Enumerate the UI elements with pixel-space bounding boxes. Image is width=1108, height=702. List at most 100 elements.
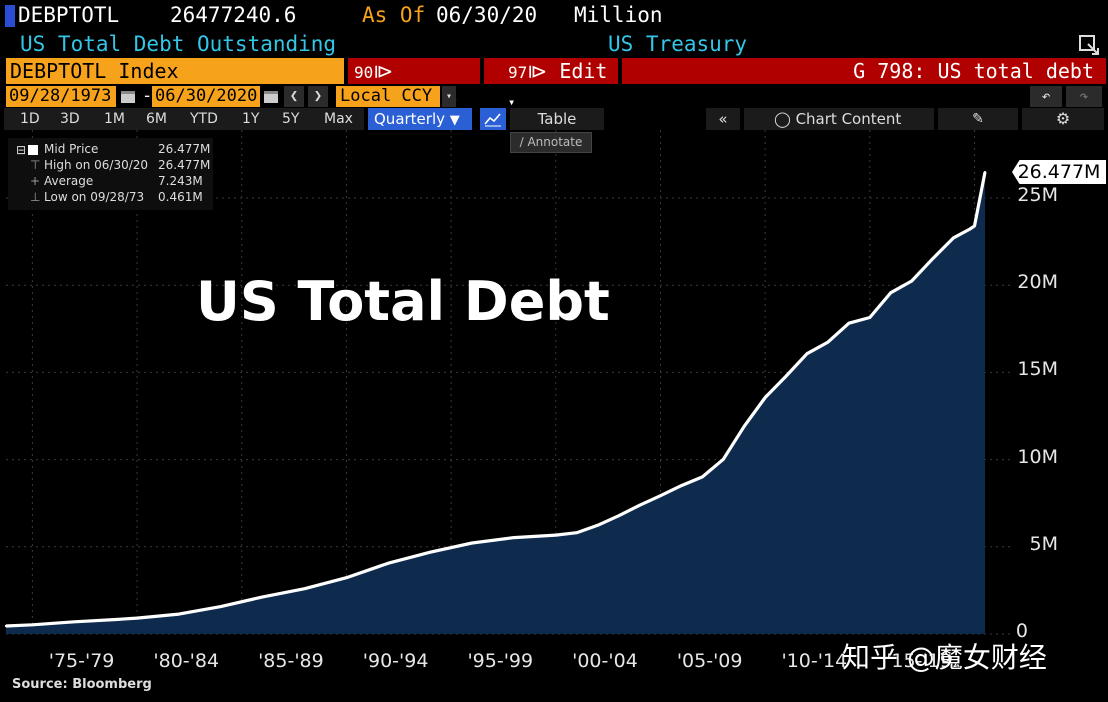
as-of-label: As Of: [362, 3, 426, 27]
ticker-symbol: DEBPTOTL: [18, 3, 120, 27]
graph-label: G 798: US total debt: [853, 59, 1094, 83]
end-date: 06/30/2020: [155, 86, 258, 106]
chart-content-icon: ◯: [774, 110, 791, 128]
y-tick-label: 15M: [1017, 358, 1058, 381]
data-point-5: [177, 612, 181, 616]
double-chevron-left-icon[interactable]: «: [706, 108, 740, 130]
period-1m[interactable]: 1M: [104, 111, 125, 127]
toolbar: DEBPTOTL Index 90⧐ Actions ▾ 97⧐ Edit ▾ …: [0, 58, 1108, 111]
legend-avg-label: Average: [44, 174, 94, 188]
data-point-4: [135, 616, 139, 620]
period-bar: 1D 3D 1M 6M YTD 1Y 5Y Max Quarterly ▼ Ta…: [0, 108, 1108, 130]
gear-icon[interactable]: ⚙: [1022, 108, 1104, 130]
edit-number: 97: [508, 63, 528, 82]
data-point-32: [931, 257, 934, 260]
frequency-select[interactable]: Quarterly ▼: [368, 108, 472, 130]
legend-low-label: Low on 09/28/73: [44, 190, 145, 204]
as-of-date: 06/30/20: [436, 3, 538, 27]
data-point-22: [722, 458, 725, 461]
legend-collapse-icon[interactable]: ⊟: [16, 143, 27, 157]
currency-select[interactable]: Local CCY: [336, 86, 440, 107]
graph-title-field[interactable]: G 798: US total debt: [622, 58, 1106, 84]
unit-label: Million: [574, 3, 663, 27]
ticker-marker: [5, 5, 15, 27]
period-1y[interactable]: 1Y: [242, 111, 260, 127]
calendar-icon[interactable]: [120, 88, 136, 104]
actions-button[interactable]: 90⧐ Actions ▾: [348, 58, 480, 111]
data-point-30: [889, 291, 892, 294]
series-source: US Treasury: [608, 32, 748, 56]
data-point-34: [968, 228, 971, 231]
source-footer: Source: Bloomberg: [12, 677, 152, 692]
period-max[interactable]: Max: [324, 111, 353, 127]
period-1d[interactable]: 1D: [20, 111, 40, 127]
x-tick-label: '75-'79: [48, 650, 115, 672]
data-point-9: [345, 576, 348, 579]
data-point-36: [983, 171, 987, 174]
period-3d[interactable]: 3D: [60, 111, 80, 127]
chevron-right-icon[interactable]: ❯: [308, 86, 328, 107]
data-point-23: [743, 425, 746, 428]
start-date: 09/28/1973: [9, 86, 112, 106]
y-tick-label: 0: [1015, 620, 1028, 642]
x-tick-label: '15-'19: [886, 650, 952, 672]
period-5y[interactable]: 5Y: [282, 111, 300, 127]
table-button[interactable]: Table: [510, 108, 604, 130]
line-chart-icon[interactable]: [480, 108, 506, 130]
x-tick-label: '90-'94: [362, 650, 429, 672]
chevron-left-icon[interactable]: ❮: [284, 86, 304, 107]
legend: ⊟ Mid Price 26.477M ⊤ High on 06/30/20 2…: [8, 138, 213, 210]
data-point-2: [73, 620, 76, 623]
chevron-down-icon[interactable]: ▾: [442, 86, 456, 107]
undo-icon[interactable]: ↶: [1030, 86, 1062, 107]
data-point-26: [805, 352, 809, 355]
series-description: US Total Debt Outstanding: [20, 32, 337, 56]
data-point-13: [512, 536, 516, 539]
legend-avg-marker: +: [30, 174, 41, 188]
debt-chart: [4, 130, 1010, 635]
data-point-24: [763, 396, 767, 399]
period-6m[interactable]: 6M: [146, 111, 167, 127]
ticker-row: DEBPTOTL 26477240.6 As Of 06/30/20 Milli…: [0, 0, 1108, 32]
data-point-21: [701, 475, 704, 479]
edit-button[interactable]: 97⧐ Edit ▾: [484, 58, 618, 109]
redo-icon[interactable]: ↷: [1066, 86, 1102, 107]
end-date-field[interactable]: 06/30/2020: [152, 86, 260, 107]
legend-swatch: [28, 145, 38, 155]
period-ytd[interactable]: YTD: [190, 111, 218, 127]
calendar-icon[interactable]: [263, 88, 279, 104]
index-label: DEBPTOTL Index: [10, 59, 179, 83]
frequency-label: Quarterly: [374, 110, 445, 128]
expand-icon[interactable]: [1078, 34, 1100, 56]
range-dash: -: [142, 86, 153, 106]
triangle-down-icon: ▼: [449, 113, 460, 128]
period-background: [4, 108, 364, 130]
data-point-27: [826, 340, 830, 344]
data-point-29: [868, 316, 872, 319]
y-tick-label: 25M: [1017, 184, 1058, 206]
date-range-row: 09/28/1973 - 06/30/2020 ❮ ❯ Local CCY ▾ …: [0, 86, 1108, 108]
data-point-17: [617, 514, 620, 517]
edit-chart-icon[interactable]: ✎: [938, 108, 1018, 130]
data-point-8: [303, 587, 306, 590]
security-index-field[interactable]: DEBPTOTL Index: [6, 58, 344, 84]
start-date-field[interactable]: 09/28/1973: [6, 86, 116, 107]
x-tick-label: '80-'84: [153, 650, 220, 672]
x-tick-label: '10-'14: [781, 650, 848, 672]
data-points: [4, 171, 987, 628]
data-point-25: [784, 374, 788, 378]
data-point-20: [680, 484, 683, 487]
annotate-button[interactable]: ∕ Annotate: [510, 132, 592, 153]
x-tick-label: '05-'09: [676, 650, 743, 672]
last-value-tag: 26.477M: [1012, 160, 1106, 184]
data-point-15: [575, 531, 578, 534]
last-value-text: 26.477M: [1017, 161, 1101, 183]
x-tick-label: '00-'04: [572, 650, 638, 672]
legend-avg-value: 7.243M: [158, 174, 203, 188]
pencil-icon: ∕: [519, 135, 524, 149]
data-point-16: [596, 524, 599, 527]
chart-content-button[interactable]: ◯ Chart Content: [744, 108, 934, 130]
data-point-11: [428, 551, 432, 554]
x-tick-label: '95-'99: [467, 650, 534, 672]
chart-content-label: Chart Content: [795, 110, 902, 128]
